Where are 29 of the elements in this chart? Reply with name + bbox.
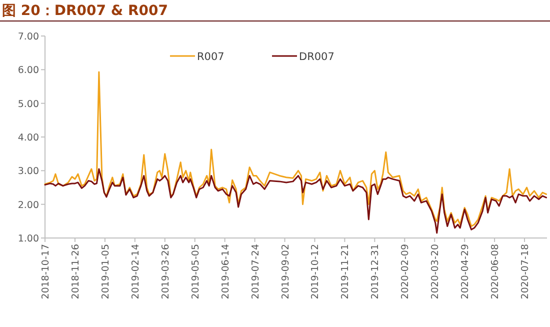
x-tick-label: 2019-01-05 (100, 244, 112, 300)
y-tick-label: 1.00 (18, 234, 39, 244)
x-tick-label: 2018-11-26 (70, 244, 82, 300)
legend-label: DR007 (299, 51, 334, 63)
y-tick-label: 4.00 (18, 132, 39, 144)
x-tick-label: 2020-07-18 (520, 244, 532, 300)
x-tick-label: 2019-07-24 (250, 244, 262, 300)
x-tick-label: 2019-03-26 (160, 244, 172, 300)
x-tick-label: 2020-03-20 (430, 244, 442, 300)
x-tick-label: 2019-06-14 (220, 244, 232, 300)
x-tick-label: 2020-06-08 (490, 244, 502, 300)
x-tick-label: 2019-02-14 (130, 244, 142, 300)
line-series (44, 71, 547, 227)
title: 图 20：DR007 & R007 (2, 3, 168, 19)
x-tick-label: 2018-10-17 (40, 244, 52, 300)
x-tick-label: 2020-02-09 (400, 244, 412, 300)
legend-label: R007 (197, 51, 224, 63)
y-tick-label: 2.00 (18, 200, 39, 211)
x-tick-label: 2019-05-05 (190, 244, 202, 300)
line-series (44, 168, 547, 234)
y-tick-label: 6.00 (18, 65, 39, 76)
x-tick-label: 2020-04-29 (460, 244, 472, 300)
x-tick-label: 2019-10-12 (310, 244, 322, 300)
y-tick-label: 7.00 (18, 32, 39, 42)
y-tick-label: 5.00 (18, 98, 39, 110)
x-tick-label: 2019-12-31 (370, 244, 382, 300)
x-tick-label: 2019-11-21 (340, 244, 352, 300)
x-tick-label: 2019-09-02 (280, 244, 292, 300)
y-tick-label: 3.00 (18, 166, 39, 178)
